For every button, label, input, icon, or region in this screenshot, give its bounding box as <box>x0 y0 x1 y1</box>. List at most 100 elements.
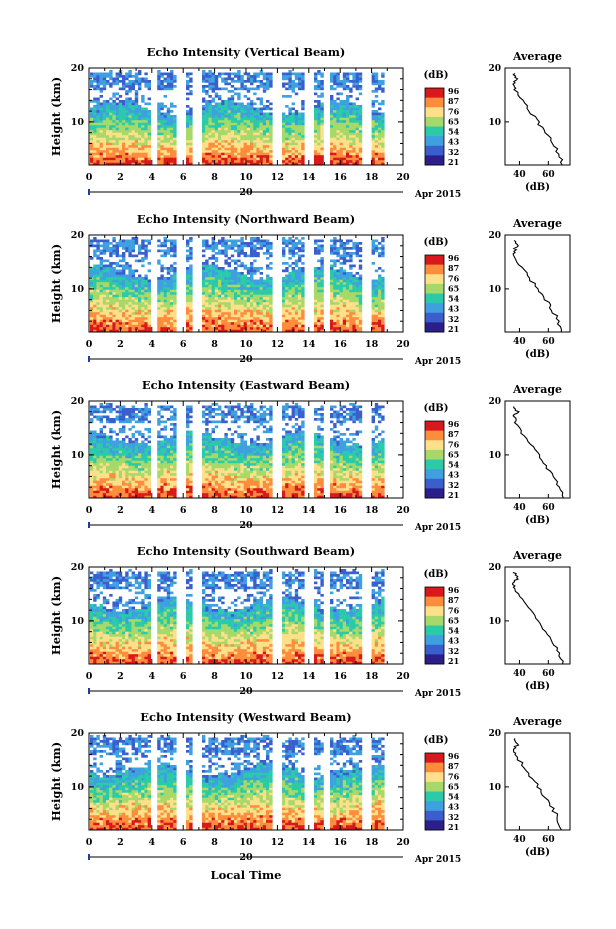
heatmap-cell <box>170 284 174 288</box>
heatmap-cell <box>157 317 161 320</box>
heatmap-cell <box>170 155 174 158</box>
heatmap-cell <box>99 445 103 449</box>
heatmap-cell <box>189 279 193 283</box>
heatmap-cell <box>298 152 302 156</box>
heatmap-cell <box>109 107 113 111</box>
heatmap-cell <box>202 322 206 325</box>
heatmap-cell <box>160 112 164 116</box>
heatmap-cell <box>336 117 340 121</box>
heatmap-cell <box>330 145 334 148</box>
heatmap-cell <box>282 85 286 88</box>
heatmap-cell <box>282 120 286 123</box>
heatmap-cell <box>246 105 251 108</box>
heatmap-cell <box>250 294 254 298</box>
heatmap-cell <box>214 162 219 166</box>
heatmap-cell <box>141 100 145 103</box>
heatmap-cell <box>170 115 174 118</box>
heatmap-cell <box>381 72 385 76</box>
heatmap-cell <box>336 284 340 288</box>
heatmap-cell <box>102 322 107 325</box>
heatmap-cell <box>352 110 356 113</box>
heatmap-cell <box>186 75 190 78</box>
heatmap-cell <box>147 130 151 133</box>
heatmap-cell <box>358 87 363 91</box>
heatmap-cell <box>339 274 343 278</box>
heatmap-cell <box>339 145 343 148</box>
heatmap-cell <box>90 470 94 474</box>
heatmap-cell <box>230 157 235 161</box>
heatmap-cell <box>317 140 321 143</box>
heatmap-cell <box>336 142 340 146</box>
heatmap-cell <box>157 314 161 318</box>
colorbar-segment <box>425 316 444 319</box>
heatmap-cell <box>122 272 126 275</box>
heatmap-cell <box>371 329 375 333</box>
heatmap-cell <box>147 309 151 313</box>
heatmap-cell <box>173 302 177 305</box>
heatmap-cell <box>330 152 334 156</box>
heatmap-cell <box>317 72 321 76</box>
heatmap-cell <box>134 307 139 310</box>
heatmap-cell <box>170 249 174 253</box>
colorbar-segment <box>425 320 444 323</box>
heatmap-cell <box>99 277 103 280</box>
heatmap-cell <box>294 85 299 88</box>
heatmap-cell <box>253 269 257 273</box>
heatmap-cell <box>141 130 145 133</box>
heatmap-cell <box>291 289 295 293</box>
heatmap-cell <box>218 299 222 303</box>
heatmap-cell <box>227 117 231 121</box>
heatmap-cell <box>282 150 286 153</box>
heatmap-cell <box>314 152 318 156</box>
heatmap-cell <box>301 272 305 275</box>
average-x-label: (dB) <box>525 349 550 360</box>
heatmap-cell <box>314 277 318 280</box>
heatmap-cell <box>208 107 212 111</box>
heatmap-cell <box>96 140 100 143</box>
heatmap-cell <box>294 155 299 158</box>
x-tick-label: 2 <box>117 172 124 183</box>
heatmap-cell <box>173 125 177 128</box>
heatmap-cell <box>96 415 100 419</box>
heatmap-cell <box>269 157 273 161</box>
heatmap-cell <box>227 312 231 315</box>
heatmap-cell <box>221 142 225 146</box>
heatmap-cell <box>346 120 350 123</box>
heatmap-cell <box>102 297 107 300</box>
heatmap-cell <box>115 272 119 275</box>
heatmap-cell <box>141 132 145 136</box>
colorbar-segment <box>425 103 444 106</box>
heatmap-cell <box>336 150 340 153</box>
heatmap-cell <box>285 307 289 310</box>
heatmap-cell <box>189 77 193 81</box>
heatmap-cell <box>134 319 139 323</box>
heatmap-cell <box>102 142 107 146</box>
heatmap-cell <box>102 85 107 88</box>
heatmap-cell <box>227 327 231 330</box>
heatmap-cell <box>173 327 177 330</box>
heatmap-cell <box>230 102 235 106</box>
heatmap-cell <box>166 284 171 288</box>
heatmap-cell <box>99 257 103 260</box>
heatmap-cell <box>234 279 238 283</box>
heatmap-cell <box>208 160 212 163</box>
heatmap-cell <box>285 304 289 308</box>
heatmap-cell <box>96 147 100 151</box>
heatmap-cell <box>381 130 385 133</box>
heatmap-cell <box>163 254 167 258</box>
heatmap-cell <box>336 140 340 143</box>
heatmap-cell <box>147 284 151 288</box>
heatmap-cell <box>122 110 126 113</box>
heatmap-cell <box>266 279 270 283</box>
heatmap-cell <box>320 327 324 330</box>
heatmap-cell <box>202 309 206 313</box>
heatmap-cell <box>208 267 212 270</box>
heatmap-cell <box>301 127 305 131</box>
colorbar-unit: (dB) <box>424 237 449 248</box>
heatmap-cell <box>128 267 132 270</box>
heatmap-cell <box>131 319 135 323</box>
heatmap-cell <box>189 132 193 136</box>
heatmap-cell <box>378 150 382 153</box>
heatmap-cell <box>240 262 244 265</box>
heatmap-cell <box>160 75 164 78</box>
